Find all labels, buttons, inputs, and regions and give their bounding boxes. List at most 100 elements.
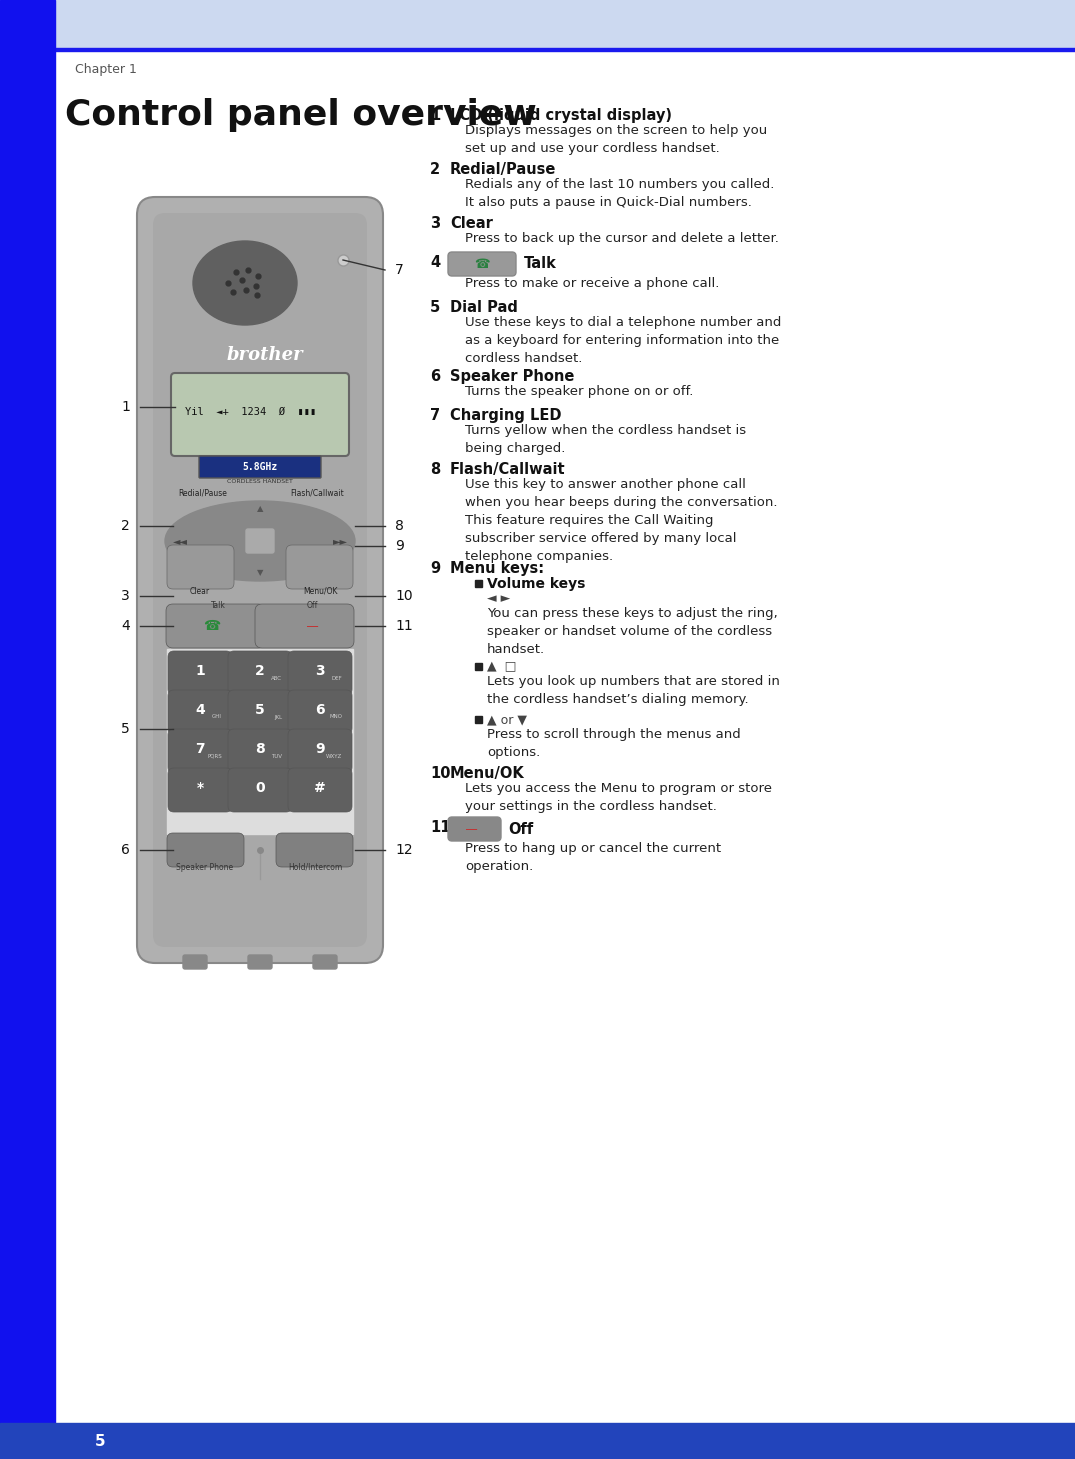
Text: Control panel overview: Control panel overview bbox=[64, 98, 536, 131]
Text: Hold/Intercom: Hold/Intercom bbox=[288, 862, 342, 871]
Bar bbox=[475, 716, 482, 724]
Text: MNO: MNO bbox=[329, 715, 342, 719]
FancyBboxPatch shape bbox=[288, 690, 352, 734]
Text: Menu keys:: Menu keys: bbox=[450, 562, 544, 576]
Text: 9: 9 bbox=[430, 562, 440, 576]
FancyBboxPatch shape bbox=[448, 817, 501, 840]
Text: Talk: Talk bbox=[524, 257, 557, 271]
Text: WXYZ: WXYZ bbox=[326, 753, 342, 759]
Text: 9: 9 bbox=[315, 743, 325, 756]
Text: ▲  □: ▲ □ bbox=[487, 659, 516, 673]
FancyBboxPatch shape bbox=[168, 767, 232, 813]
Text: 6: 6 bbox=[315, 703, 325, 716]
Text: Menu/OK: Menu/OK bbox=[450, 766, 525, 781]
Text: DEF: DEF bbox=[331, 676, 342, 680]
Text: Flash/Callwait: Flash/Callwait bbox=[450, 463, 565, 477]
Text: 0: 0 bbox=[255, 781, 264, 795]
FancyBboxPatch shape bbox=[288, 651, 352, 694]
Text: 8: 8 bbox=[255, 743, 264, 756]
Text: Use this key to answer another phone call
when you hear beeps during the convers: Use this key to answer another phone cal… bbox=[465, 479, 777, 563]
FancyBboxPatch shape bbox=[168, 651, 232, 694]
Text: 5.8GHz: 5.8GHz bbox=[242, 463, 277, 473]
FancyBboxPatch shape bbox=[248, 956, 272, 969]
Text: PQRS: PQRS bbox=[207, 753, 223, 759]
Text: 1: 1 bbox=[121, 400, 130, 414]
Text: Use these keys to dial a telephone number and
as a keyboard for entering informa: Use these keys to dial a telephone numbe… bbox=[465, 317, 782, 365]
FancyBboxPatch shape bbox=[171, 374, 349, 457]
Bar bbox=[0, 1423, 1075, 1459]
FancyBboxPatch shape bbox=[168, 690, 232, 734]
FancyBboxPatch shape bbox=[448, 252, 516, 276]
Text: ▼: ▼ bbox=[257, 569, 263, 578]
Text: 5: 5 bbox=[121, 722, 130, 735]
FancyBboxPatch shape bbox=[167, 546, 234, 589]
FancyBboxPatch shape bbox=[153, 213, 367, 947]
Bar bbox=[0, 48, 1075, 51]
Text: Off: Off bbox=[508, 821, 533, 836]
FancyBboxPatch shape bbox=[199, 457, 321, 479]
FancyBboxPatch shape bbox=[228, 651, 292, 694]
Text: Press to make or receive a phone call.: Press to make or receive a phone call. bbox=[465, 277, 719, 290]
Text: 8: 8 bbox=[430, 463, 441, 477]
FancyBboxPatch shape bbox=[313, 956, 336, 969]
Text: Speaker Phone: Speaker Phone bbox=[450, 369, 574, 384]
Text: 3: 3 bbox=[430, 216, 440, 231]
Text: Off: Off bbox=[306, 601, 318, 610]
Text: ABC: ABC bbox=[271, 676, 282, 680]
Text: *: * bbox=[197, 781, 203, 795]
Text: 2: 2 bbox=[255, 664, 264, 678]
FancyBboxPatch shape bbox=[288, 767, 352, 813]
Bar bbox=[0, 0, 1075, 48]
Text: 5: 5 bbox=[95, 1434, 105, 1449]
Text: 4: 4 bbox=[121, 619, 130, 633]
Text: Redials any of the last 10 numbers you called.
It also puts a pause in Quick-Dia: Redials any of the last 10 numbers you c… bbox=[465, 178, 774, 209]
Text: Turns yellow when the cordless handset is
being charged.: Turns yellow when the cordless handset i… bbox=[465, 425, 746, 455]
Text: 2: 2 bbox=[430, 162, 440, 177]
Text: ▲ or ▼: ▲ or ▼ bbox=[487, 713, 527, 727]
Text: 11: 11 bbox=[395, 619, 413, 633]
Text: Menu/OK: Menu/OK bbox=[303, 587, 338, 595]
Text: 3: 3 bbox=[121, 589, 130, 603]
Text: 12: 12 bbox=[395, 843, 413, 856]
Text: ►►: ►► bbox=[332, 535, 347, 546]
Ellipse shape bbox=[194, 241, 297, 325]
FancyBboxPatch shape bbox=[166, 604, 266, 648]
Text: 10: 10 bbox=[395, 589, 413, 603]
FancyBboxPatch shape bbox=[276, 833, 353, 867]
Text: You can press these keys to adjust the ring,
speaker or handset volume of the co: You can press these keys to adjust the r… bbox=[487, 607, 777, 657]
Text: ―: ― bbox=[467, 824, 477, 835]
FancyBboxPatch shape bbox=[228, 690, 292, 734]
Text: Lets you look up numbers that are stored in
the cordless handset’s dialing memor: Lets you look up numbers that are stored… bbox=[487, 676, 779, 706]
FancyBboxPatch shape bbox=[255, 604, 354, 648]
Text: Displays messages on the screen to help you
set up and use your cordless handset: Displays messages on the screen to help … bbox=[465, 124, 768, 155]
Text: Redial/Pause: Redial/Pause bbox=[450, 162, 557, 177]
Text: 9: 9 bbox=[395, 538, 404, 553]
Text: Speaker Phone: Speaker Phone bbox=[176, 862, 233, 871]
FancyBboxPatch shape bbox=[167, 833, 244, 867]
Text: Yil  ◄+  1234  Ø  ▮▮▮: Yil ◄+ 1234 Ø ▮▮▮ bbox=[185, 407, 316, 417]
Text: ◄ ►: ◄ ► bbox=[487, 592, 511, 605]
Text: 8: 8 bbox=[395, 519, 404, 533]
FancyBboxPatch shape bbox=[137, 197, 383, 963]
Text: Press to back up the cursor and delete a letter.: Press to back up the cursor and delete a… bbox=[465, 232, 779, 245]
Text: Chapter 1: Chapter 1 bbox=[75, 64, 137, 76]
Ellipse shape bbox=[164, 500, 355, 581]
Text: GHI: GHI bbox=[212, 715, 223, 719]
Text: 2: 2 bbox=[121, 519, 130, 533]
Text: #: # bbox=[314, 781, 326, 795]
Text: JKL: JKL bbox=[274, 715, 282, 719]
Text: Redial/Pause: Redial/Pause bbox=[178, 489, 228, 498]
Text: 7: 7 bbox=[395, 263, 404, 277]
Text: 4: 4 bbox=[430, 255, 440, 270]
Text: CORDLESS HANDSET: CORDLESS HANDSET bbox=[227, 479, 292, 484]
Text: Talk: Talk bbox=[211, 601, 226, 610]
Text: 7: 7 bbox=[430, 409, 440, 423]
Text: TUV: TUV bbox=[271, 753, 282, 759]
Text: ◄◄: ◄◄ bbox=[172, 535, 187, 546]
FancyBboxPatch shape bbox=[228, 767, 292, 813]
Text: ☎: ☎ bbox=[203, 619, 220, 633]
Text: ―: ― bbox=[307, 622, 318, 630]
Text: 7: 7 bbox=[196, 743, 205, 756]
Text: 10: 10 bbox=[430, 766, 450, 781]
Text: 4: 4 bbox=[196, 703, 205, 716]
